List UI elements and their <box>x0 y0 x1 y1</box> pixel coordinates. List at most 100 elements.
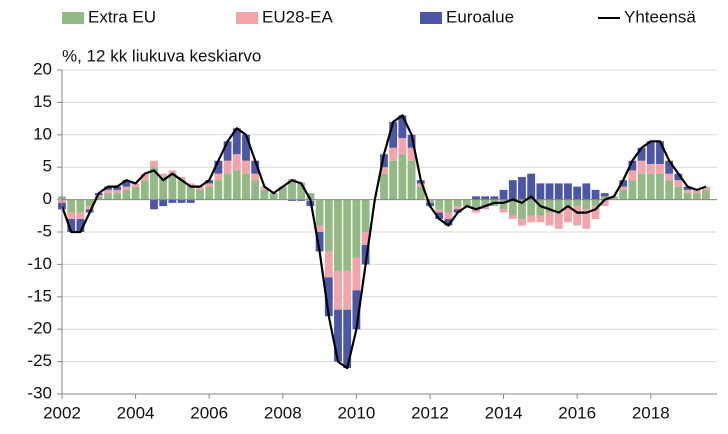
bar-segment <box>453 199 462 207</box>
bar-segment <box>242 160 250 174</box>
bar-segment <box>683 186 692 190</box>
bar-segment <box>674 173 683 181</box>
bar-segment <box>628 170 637 181</box>
bar-segment <box>122 189 131 200</box>
bar-segment <box>380 167 388 174</box>
bar-segment <box>352 290 361 330</box>
bar-segment <box>140 173 149 181</box>
bar-segment <box>85 199 94 207</box>
bar-segment <box>426 199 434 203</box>
bar-segment <box>508 215 517 220</box>
y-tick-label: -30 <box>27 383 52 402</box>
bar-segment <box>610 196 618 200</box>
bar-segment <box>177 180 186 200</box>
chart-subtitle: %, 12 kk liukuva keskiarvo <box>62 46 261 65</box>
bar-segment <box>315 232 324 252</box>
bar-segment <box>554 199 563 213</box>
bar-segment <box>646 141 655 164</box>
bar-segment <box>407 160 416 200</box>
x-tick-label: 2008 <box>264 403 302 422</box>
legend-swatch <box>420 12 442 24</box>
y-tick-label: -5 <box>37 221 52 240</box>
y-tick-label: 0 <box>43 189 52 208</box>
bar-segment <box>628 160 637 171</box>
bar-segment <box>380 154 388 168</box>
bar-segment <box>692 189 701 194</box>
bar-segment <box>104 193 112 200</box>
bar-segment <box>435 209 444 213</box>
bar-segment <box>186 183 195 187</box>
x-tick-label: 2010 <box>337 403 375 422</box>
bar-segment <box>582 183 591 200</box>
bar-segment <box>444 212 453 220</box>
bar-segment <box>251 173 260 181</box>
x-tick-label: 2018 <box>632 403 670 422</box>
bar-segment <box>591 199 600 207</box>
bar-segment <box>407 147 416 161</box>
bar-segment <box>177 199 186 203</box>
y-tick-label: -10 <box>27 254 52 273</box>
bar-segment <box>113 186 122 190</box>
bar-segment <box>499 189 508 200</box>
bar-segment <box>518 199 526 220</box>
x-tick-label: 2002 <box>43 403 81 422</box>
bar-segment <box>619 186 628 190</box>
bar-segment <box>186 186 195 200</box>
bar-segment <box>232 170 241 200</box>
bar-segment <box>656 163 664 174</box>
bar-segment <box>619 180 628 187</box>
bar-segment <box>591 189 600 200</box>
bar-segment <box>683 193 692 200</box>
bar-segment <box>518 176 526 200</box>
bar-segment <box>508 199 517 216</box>
bar-segment <box>435 199 444 210</box>
bar-segment <box>361 244 370 265</box>
bar-segment <box>343 199 352 271</box>
bar-segment <box>573 199 582 207</box>
bar-segment <box>122 180 131 187</box>
bar-segment <box>269 193 278 200</box>
bar-segment <box>159 199 168 207</box>
bar-segment <box>573 206 582 226</box>
bar-segment <box>196 186 204 190</box>
bar-segment <box>150 160 158 168</box>
bar-segment <box>674 186 683 200</box>
bar-segment <box>564 199 572 207</box>
bar-segment <box>665 173 674 181</box>
bar-segment <box>582 209 591 229</box>
bar-segment <box>352 199 361 258</box>
bar-segment <box>324 199 333 252</box>
bar-segment <box>472 209 480 213</box>
bar-segment <box>453 209 462 213</box>
bar-segment <box>324 251 333 278</box>
bar-segment <box>131 186 140 200</box>
y-tick-label: -20 <box>27 319 52 338</box>
bar-segment <box>67 212 76 220</box>
bar-segment <box>499 209 508 213</box>
bar-segment <box>177 176 186 181</box>
bar-segment <box>518 219 526 226</box>
bar-segment <box>186 199 195 203</box>
bar-segment <box>315 225 324 232</box>
x-tick-label: 2004 <box>117 403 155 422</box>
bar-segment <box>251 160 260 174</box>
bar-segment <box>315 199 324 226</box>
bar-segment <box>113 193 122 200</box>
bar-segment <box>297 183 306 200</box>
x-tick-label: 2006 <box>190 403 228 422</box>
bar-segment <box>159 176 168 200</box>
bar-segment <box>665 180 674 200</box>
bar-segment <box>67 219 76 232</box>
bar-segment <box>554 183 563 200</box>
y-tick-label: 5 <box>43 157 52 176</box>
bar-segment <box>334 309 342 362</box>
y-tick-label: -15 <box>27 286 52 305</box>
x-tick-label: 2014 <box>485 403 523 422</box>
bar-segment <box>352 257 361 291</box>
bar-segment <box>490 196 499 200</box>
bar-segment <box>214 180 223 200</box>
bar-segment <box>223 173 232 200</box>
bar-segment <box>334 199 342 271</box>
bar-segment <box>656 141 664 164</box>
bar-segment <box>665 160 674 174</box>
